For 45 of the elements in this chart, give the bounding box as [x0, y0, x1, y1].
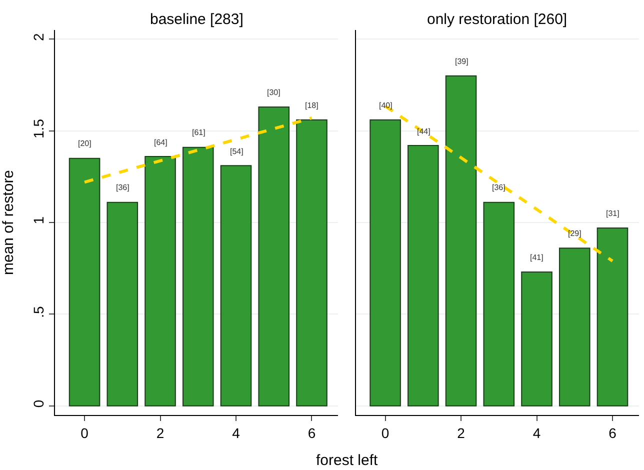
annotation: [30] [267, 88, 280, 97]
y-tick-label: 1.5 [30, 118, 46, 138]
x-tick-label: 2 [457, 424, 466, 441]
bar [220, 165, 252, 406]
bar [558, 248, 590, 406]
x-tick-label: 6 [308, 424, 316, 441]
bar [106, 202, 138, 406]
bar [296, 119, 328, 406]
annotation: [29] [568, 229, 582, 238]
annotation: [36] [116, 183, 130, 192]
bar [408, 145, 439, 406]
bar [182, 146, 214, 406]
annotation: [40] [379, 101, 392, 110]
annotation: [44] [417, 127, 430, 136]
chart-title: baseline [283] [150, 11, 244, 28]
bar [596, 228, 628, 406]
annotation: [64] [154, 138, 168, 147]
annotation: [18] [305, 101, 318, 110]
bar [445, 75, 477, 406]
y-axis-title: mean of restore [0, 170, 17, 276]
x-tick-label: 4 [532, 424, 541, 441]
x-axis-title: forest left [316, 452, 379, 469]
annotation: [41] [530, 253, 544, 262]
annotation: [61] [192, 128, 206, 137]
bar [483, 202, 515, 406]
bar [144, 156, 176, 406]
bar [370, 119, 401, 406]
x-tick-label: 6 [608, 424, 617, 441]
y-tick-label: 1 [30, 216, 46, 224]
bar [258, 106, 290, 406]
y-tick-label: 2 [30, 32, 46, 41]
x-tick-label: 4 [232, 424, 240, 441]
chart-title: only restoration [260] [427, 11, 568, 28]
annotation: [36] [492, 183, 506, 192]
x-tick-label: 0 [381, 424, 390, 441]
bar [521, 272, 552, 406]
annotation: [20] [78, 139, 92, 148]
x-tick-label: 2 [156, 424, 164, 441]
y-tick-label: 0 [30, 400, 46, 408]
annotation: [31] [606, 209, 620, 218]
y-tick-label: .5 [30, 306, 46, 318]
bar [68, 158, 100, 406]
x-tick-label: 0 [80, 424, 89, 441]
annotation: [54] [230, 147, 244, 156]
annotation: [39] [455, 57, 468, 66]
